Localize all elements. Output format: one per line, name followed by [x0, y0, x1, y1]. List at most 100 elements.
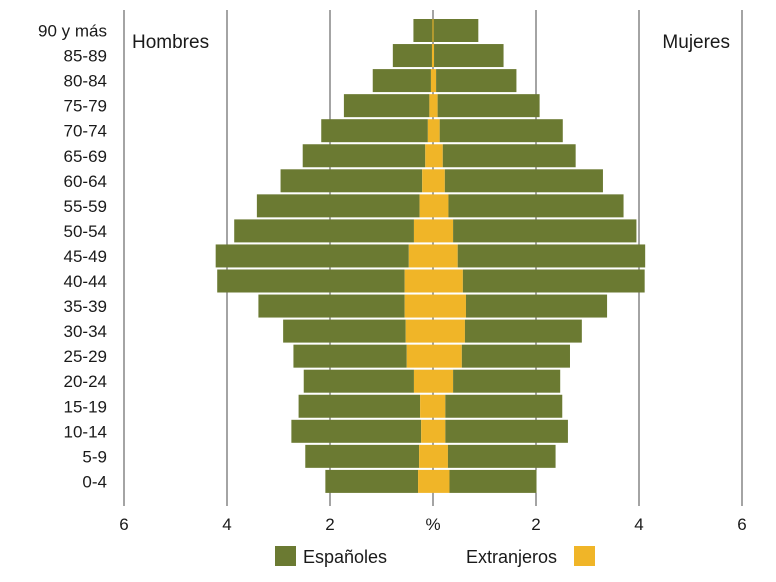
bar-women-extranjeros-5-9	[433, 444, 448, 468]
age-label-40-44: 40-44	[64, 272, 107, 291]
bar-men-extranjeros-25-29	[406, 344, 433, 368]
bar-women-extranjeros-15-19	[433, 394, 446, 418]
bar-men-espanoles-60-64	[280, 169, 423, 193]
mujeres-label-bg	[645, 27, 739, 57]
bar-women-espanoles-85-89	[434, 44, 504, 68]
bar-men-extranjeros-5-9	[419, 444, 433, 468]
age-label-60-64: 60-64	[64, 172, 107, 191]
x-axis-ticks: 6 4 2% 2 4 6	[119, 515, 746, 534]
bar-men-espanoles-5-9	[305, 444, 420, 468]
bar-men-espanoles-0-4	[325, 469, 419, 493]
legend-swatch-espanoles	[275, 546, 296, 566]
bar-women-espanoles-40-44	[462, 269, 645, 293]
age-label-45-49: 45-49	[64, 247, 107, 266]
bar-men-espanoles-80-84	[372, 69, 431, 93]
bar-women-extranjeros-0-4	[433, 469, 450, 493]
x-tick-neg6: 6	[119, 515, 128, 534]
age-labels: 90 y más 85-89 80-84 75-79 70-74 65-69 60-64 55…	[38, 22, 107, 492]
bar-women-espanoles-20-24	[453, 369, 561, 393]
x-tick-neg4: 4	[222, 515, 231, 534]
age-label-50-54: 50-54	[64, 222, 107, 241]
bar-women-espanoles-90-y-m-s	[433, 19, 479, 42]
bar-women-extranjeros-10-14	[433, 419, 446, 443]
bar-women-espanoles-70-74	[439, 119, 563, 143]
bar-women-espanoles-45-49	[457, 244, 646, 268]
age-label-15-19: 15-19	[64, 397, 107, 416]
x-tick-pos4: 4	[634, 515, 643, 534]
bar-men-espanoles-25-29	[293, 344, 407, 368]
bar-women-espanoles-0-4	[449, 469, 537, 493]
mujeres-title: Mujeres	[662, 32, 730, 53]
bar-men-extranjeros-45-49	[408, 244, 433, 268]
bar-women-espanoles-30-34	[464, 319, 582, 343]
bar-women-espanoles-50-54	[453, 219, 637, 243]
age-label-5-9: 5-9	[82, 447, 107, 466]
bar-men-espanoles-20-24	[303, 369, 414, 393]
bar-women-espanoles-15-19	[445, 394, 563, 418]
bar-men-extranjeros-85-89	[431, 44, 433, 68]
bar-women-extranjeros-35-39	[433, 294, 466, 318]
bar-women-extranjeros-70-74	[433, 119, 440, 143]
bar-men-extranjeros-50-54	[413, 219, 433, 243]
bar-men-espanoles-40-44	[217, 269, 405, 293]
bar-men-espanoles-85-89	[392, 44, 432, 68]
age-label-65-69: 65-69	[64, 147, 107, 166]
bar-men-espanoles-75-79	[343, 94, 430, 118]
age-label-90-y-m-s: 90 y más	[38, 22, 107, 41]
age-label-0-4: 0-4	[82, 472, 107, 491]
bar-women-espanoles-10-14	[445, 419, 568, 443]
bar-men-espanoles-55-59	[256, 194, 420, 218]
legend-swatch-extranjeros	[574, 546, 595, 566]
age-label-80-84: 80-84	[64, 72, 107, 91]
bar-men-espanoles-70-74	[321, 119, 428, 143]
bar-women-extranjeros-60-64	[433, 169, 445, 193]
bar-men-extranjeros-60-64	[422, 169, 433, 193]
x-tick-pos2: 2	[531, 515, 540, 534]
bar-men-espanoles-50-54	[234, 219, 414, 243]
bar-men-espanoles-30-34	[283, 319, 406, 343]
bar-men-extranjeros-15-19	[420, 394, 433, 418]
age-label-55-59: 55-59	[64, 197, 107, 216]
hombres-title: Hombres	[132, 32, 209, 53]
bar-women-espanoles-25-29	[461, 344, 570, 368]
bar-men-extranjeros-70-74	[427, 119, 433, 143]
bar-men-extranjeros-75-79	[429, 94, 433, 118]
bar-women-extranjeros-20-24	[433, 369, 454, 393]
bar-men-espanoles-15-19	[298, 394, 421, 418]
age-label-85-89: 85-89	[64, 47, 107, 66]
bar-men-extranjeros-20-24	[413, 369, 433, 393]
bars	[215, 19, 646, 493]
bar-men-espanoles-35-39	[258, 294, 405, 318]
bar-women-extranjeros-80-84	[433, 69, 437, 93]
age-label-30-34: 30-34	[64, 322, 107, 341]
bar-women-extranjeros-50-54	[433, 219, 454, 243]
bar-women-extranjeros-85-89	[433, 44, 435, 68]
bar-men-extranjeros-10-14	[421, 419, 433, 443]
bar-women-espanoles-55-59	[448, 194, 624, 218]
age-label-20-24: 20-24	[64, 372, 107, 391]
bar-women-extranjeros-65-69	[433, 144, 443, 168]
age-label-35-39: 35-39	[64, 297, 107, 316]
bar-men-extranjeros-65-69	[425, 144, 433, 168]
bar-men-espanoles-45-49	[215, 244, 409, 268]
bar-women-espanoles-60-64	[444, 169, 603, 193]
x-tick-neg2: 2	[325, 515, 334, 534]
bar-men-espanoles-90-y-m-s	[413, 19, 433, 42]
bar-women-espanoles-80-84	[436, 69, 517, 93]
bar-men-extranjeros-0-4	[418, 469, 433, 493]
bar-women-espanoles-75-79	[437, 94, 540, 118]
legend: Españoles Extranjeros	[275, 546, 595, 567]
age-label-75-79: 75-79	[64, 97, 107, 116]
bar-men-espanoles-10-14	[291, 419, 422, 443]
bar-men-espanoles-65-69	[302, 144, 426, 168]
bar-women-extranjeros-45-49	[433, 244, 458, 268]
bar-men-extranjeros-35-39	[404, 294, 433, 318]
age-label-70-74: 70-74	[64, 122, 107, 141]
bar-women-extranjeros-55-59	[433, 194, 449, 218]
bar-women-extranjeros-30-34	[433, 319, 465, 343]
bar-women-espanoles-65-69	[442, 144, 576, 168]
age-label-25-29: 25-29	[64, 347, 107, 366]
bar-men-extranjeros-40-44	[404, 269, 433, 293]
